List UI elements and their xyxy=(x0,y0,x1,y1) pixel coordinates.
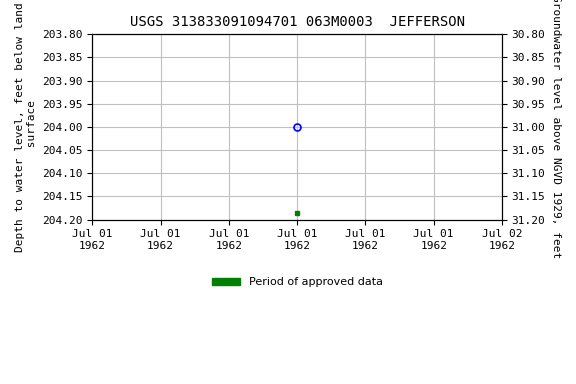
Y-axis label: Groundwater level above NGVD 1929, feet: Groundwater level above NGVD 1929, feet xyxy=(551,0,561,258)
Title: USGS 313833091094701 063M0003  JEFFERSON: USGS 313833091094701 063M0003 JEFFERSON xyxy=(130,15,465,29)
Y-axis label: Depth to water level, feet below land
 surface: Depth to water level, feet below land su… xyxy=(15,2,37,252)
Legend: Period of approved data: Period of approved data xyxy=(207,273,387,292)
